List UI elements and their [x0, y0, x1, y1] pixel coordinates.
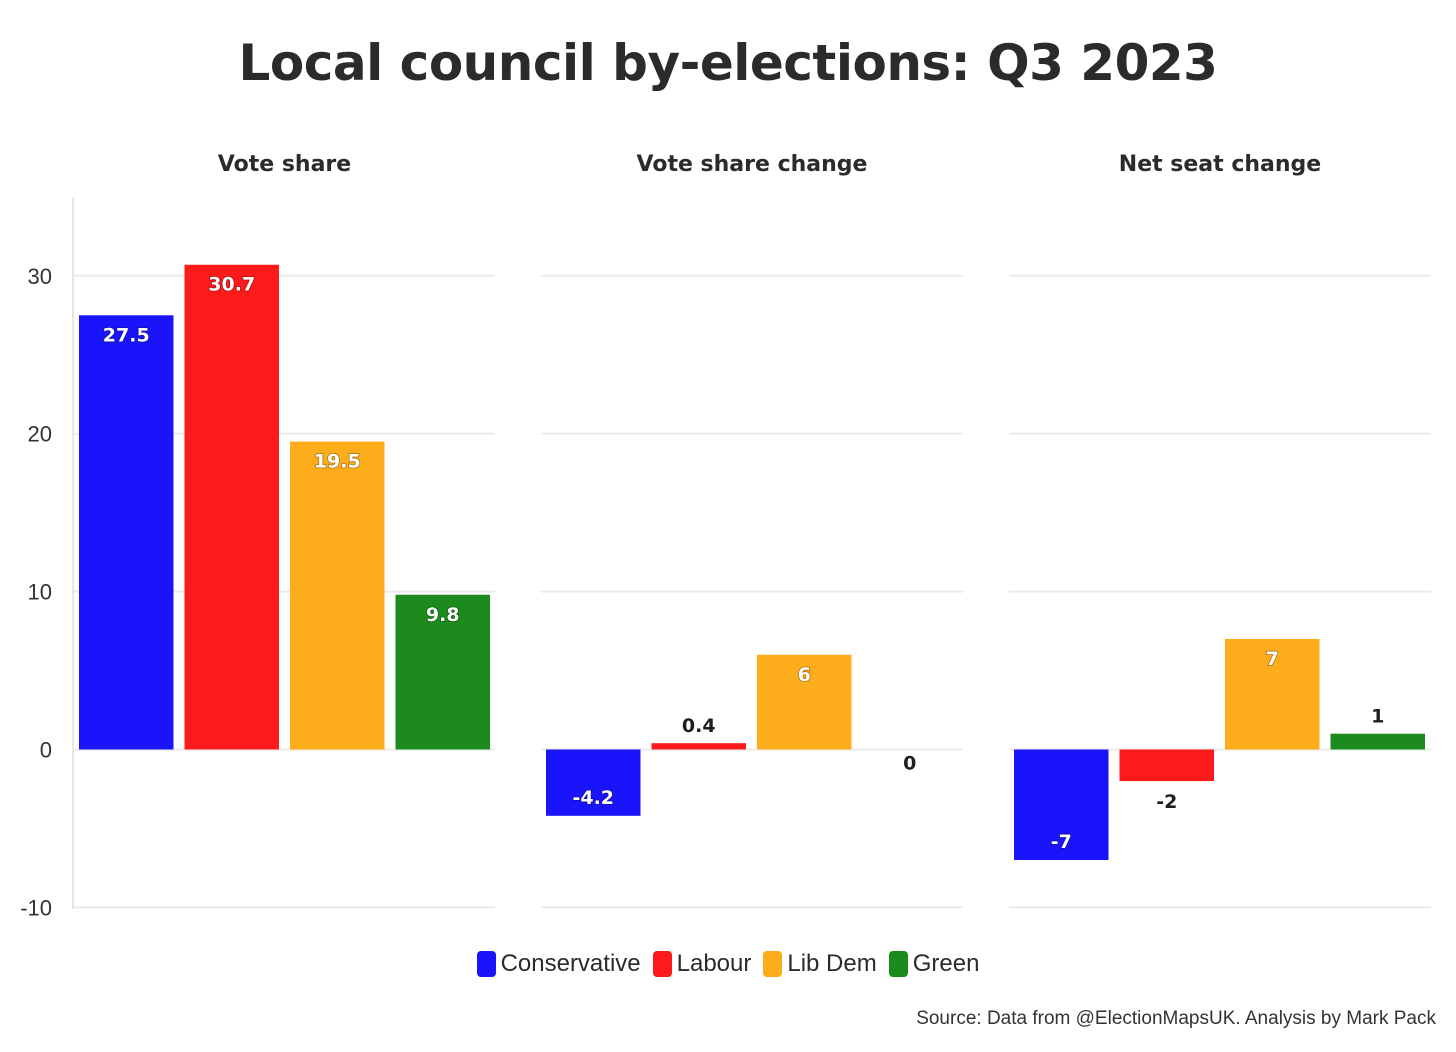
data-label: 19.5 — [314, 451, 361, 473]
data-label: 9.8 — [426, 604, 460, 626]
data-label: -2 — [1156, 791, 1177, 813]
legend-label: Conservative — [500, 950, 641, 977]
legend-item: Labour — [652, 950, 752, 978]
data-label: 1 — [1371, 706, 1384, 728]
legend: Conservative Labour Lib Dem Green — [0, 950, 1456, 978]
legend-item: Green — [888, 950, 980, 978]
legend-label: Labour — [676, 950, 752, 977]
data-label: 0 — [903, 753, 916, 775]
bar-conservative — [1014, 749, 1109, 861]
bar-labour — [1119, 749, 1214, 782]
source-note: Source: Data from @ElectionMapsUK. Analy… — [916, 1008, 1436, 1029]
legend-label: Lib Dem — [787, 950, 877, 977]
data-label: 27.5 — [103, 324, 150, 346]
legend-item: Lib Dem — [763, 950, 877, 978]
legend-swatch — [652, 951, 672, 977]
data-label: 7 — [1266, 648, 1279, 670]
panel-title: Net seat change — [1119, 152, 1321, 177]
bar-conservative — [79, 315, 174, 750]
legend-swatch — [476, 951, 496, 977]
bar-lib-dem — [1225, 638, 1320, 750]
y-tick-label: 30 — [28, 264, 52, 289]
legend-item: Conservative — [476, 950, 641, 978]
bar-conservative — [546, 749, 641, 816]
data-label: 30.7 — [208, 274, 255, 296]
bar-lib-dem — [757, 654, 852, 750]
y-tick-label: 0 — [40, 738, 52, 763]
bar-green — [395, 594, 490, 750]
data-label: -7 — [1051, 831, 1072, 853]
y-tick-label: 20 — [28, 422, 52, 447]
y-tick-label: 10 — [28, 580, 52, 605]
data-label: 6 — [798, 664, 811, 686]
data-label: -4.2 — [572, 787, 614, 809]
legend-swatch — [888, 951, 908, 977]
panel-title: Vote share change — [637, 152, 868, 177]
bar-labour — [184, 264, 279, 750]
chart-title: Local council by-elections: Q3 2023 — [238, 34, 1218, 92]
bar-lib-dem — [290, 441, 385, 750]
legend-label: Green — [912, 950, 980, 977]
bar-labour — [651, 743, 746, 750]
legend-swatch — [763, 951, 783, 977]
bar-green — [1330, 733, 1425, 750]
panel-title: Vote share — [218, 152, 351, 177]
data-label: 0.4 — [682, 715, 716, 737]
y-tick-label: -10 — [20, 895, 52, 920]
